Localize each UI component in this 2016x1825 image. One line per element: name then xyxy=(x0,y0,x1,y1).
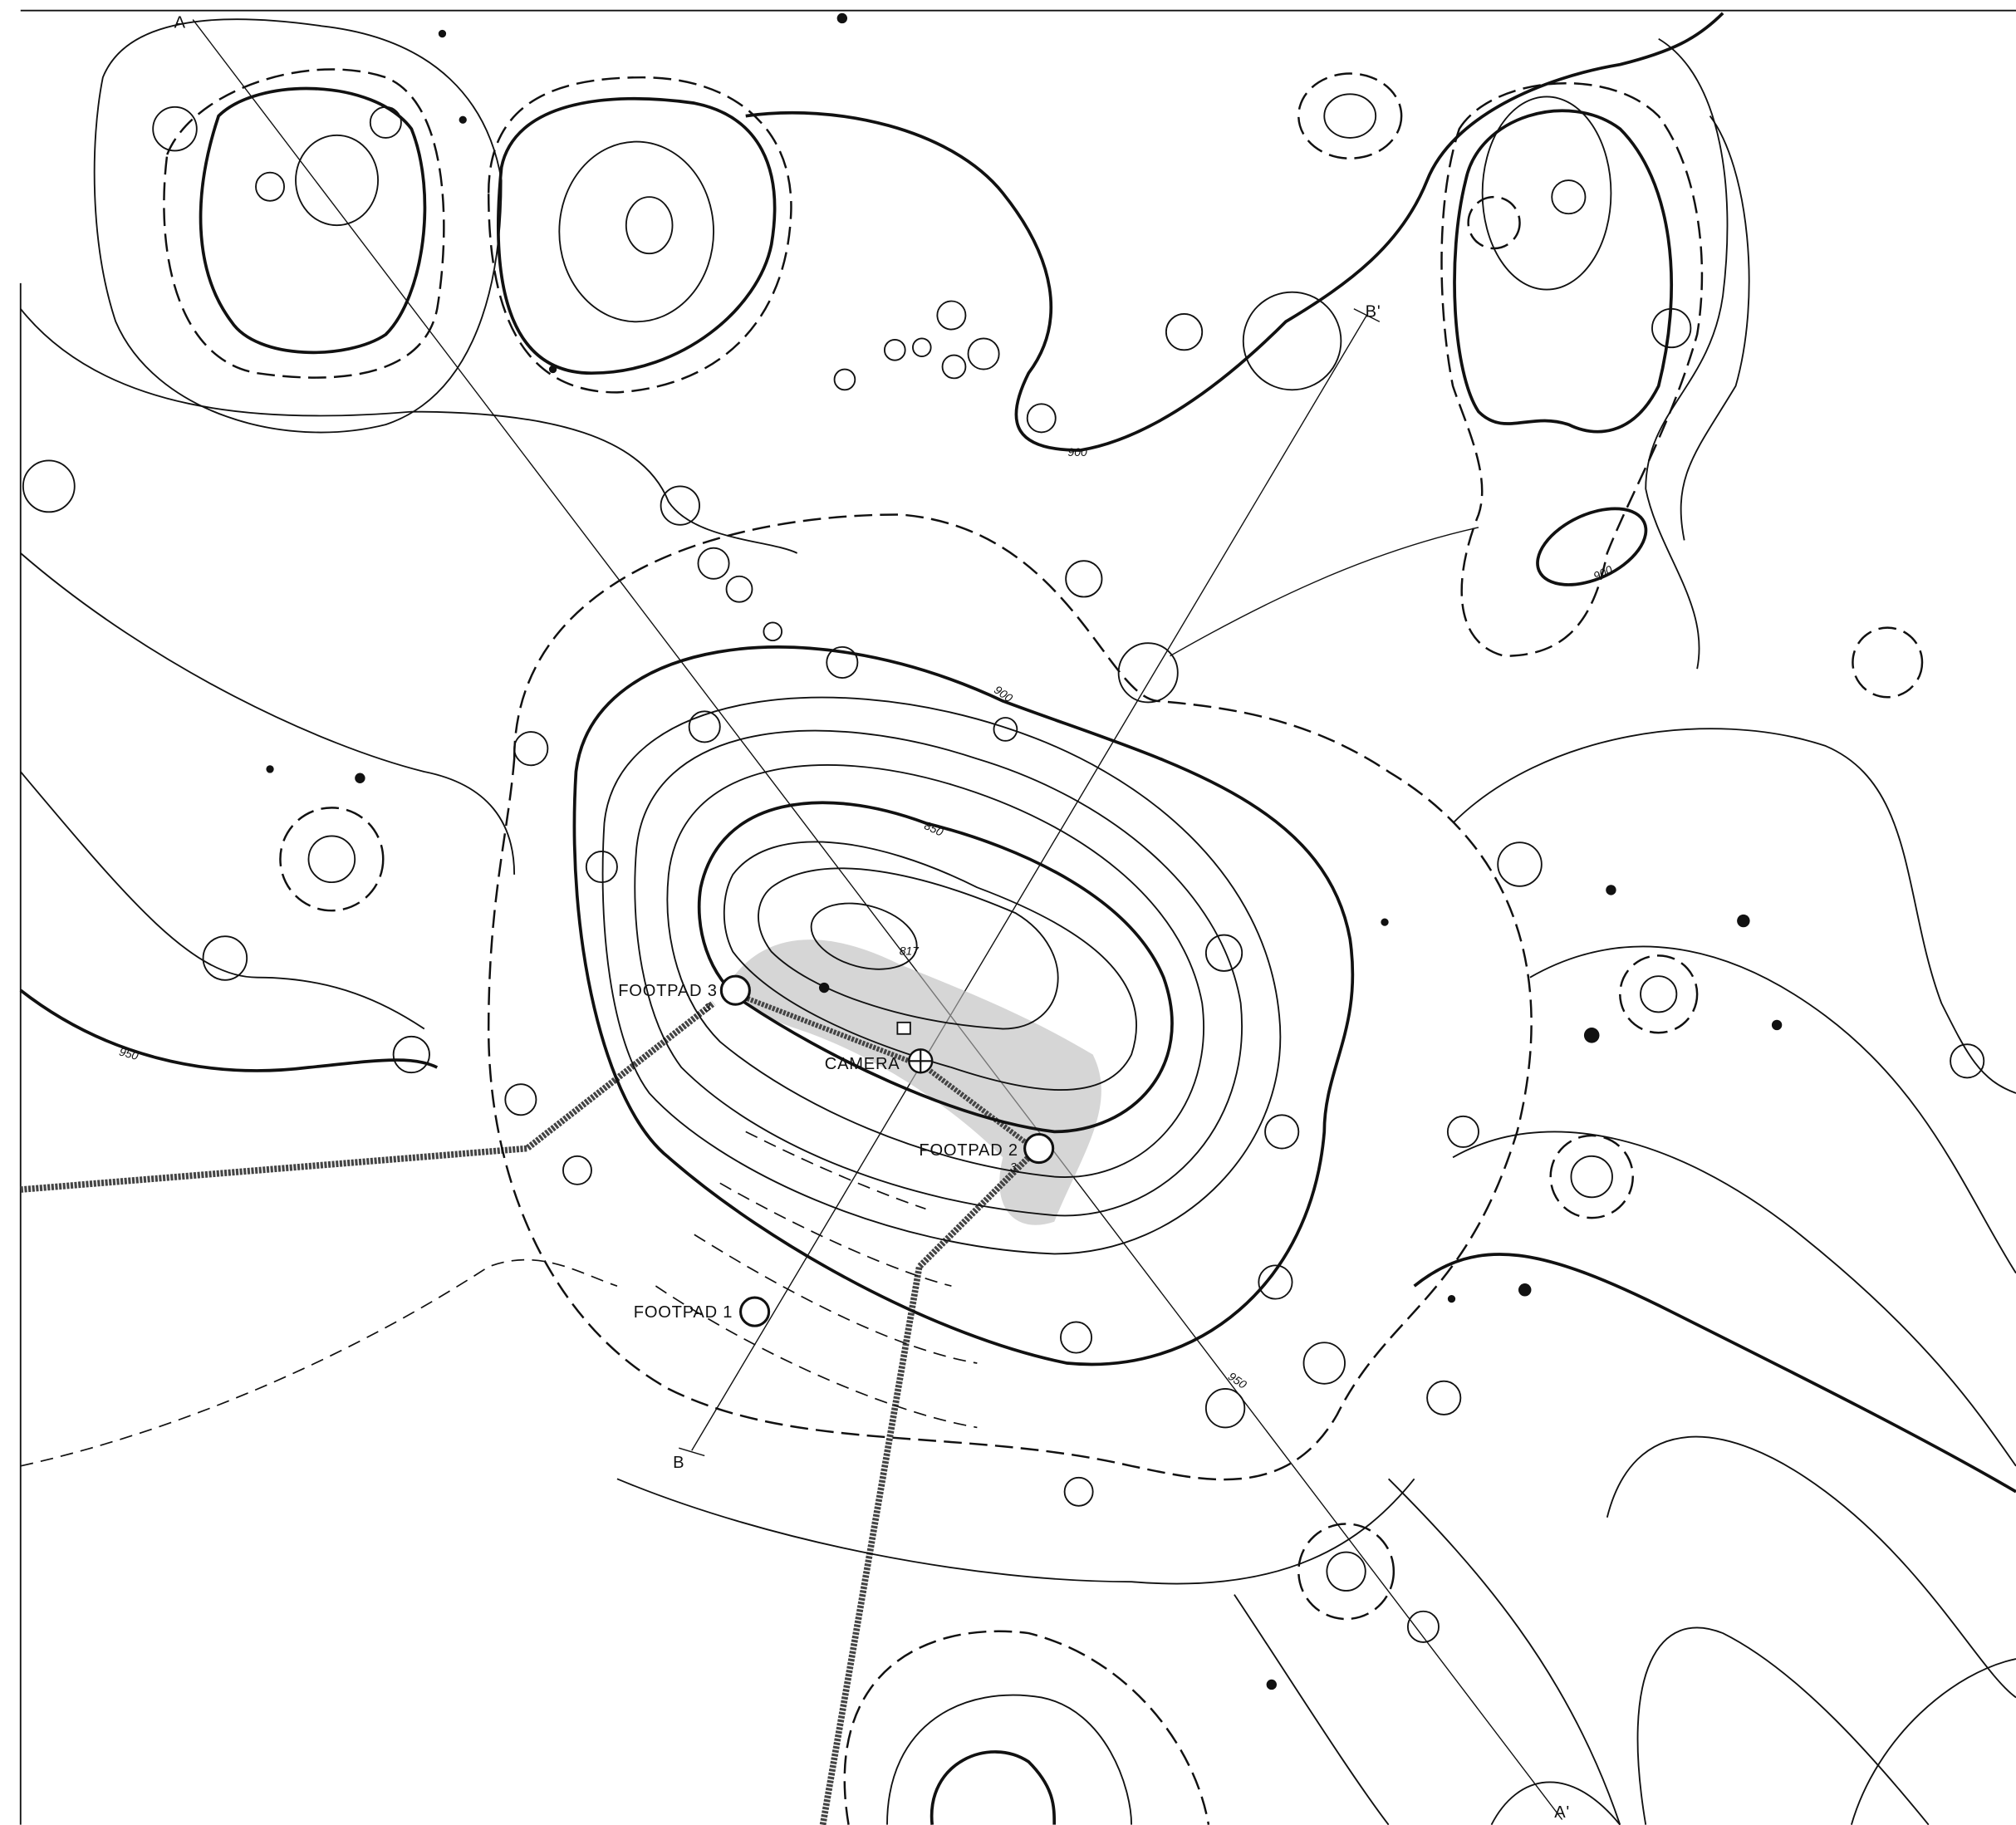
shaded-area xyxy=(733,939,1101,1225)
contour-label: 817 xyxy=(900,944,920,957)
northern-craters xyxy=(93,12,1924,699)
camera-marker xyxy=(896,1021,934,1074)
track xyxy=(20,1000,716,1193)
section-label: A' xyxy=(1554,1803,1570,1822)
contour-label: 900 xyxy=(1067,445,1086,459)
footpad-label: FOOTPAD 3 xyxy=(618,982,717,1000)
contours xyxy=(19,308,2016,1825)
footpad-number: 3 xyxy=(1010,1160,1017,1173)
footpad-2 xyxy=(1023,1132,1055,1165)
boulders xyxy=(266,12,1783,1690)
section-line-a xyxy=(192,19,1563,1820)
footpad-label: FOOTPAD 2 xyxy=(919,1141,1018,1160)
track xyxy=(819,1155,1032,1825)
section-line-b xyxy=(679,308,1381,1457)
footpad-3 xyxy=(719,974,751,1006)
footpad-number: 3 xyxy=(704,1001,710,1014)
footpad-1 xyxy=(739,1296,771,1327)
camera-label: CAMERA xyxy=(825,1055,900,1073)
map-frame xyxy=(19,9,2016,1825)
small-craters xyxy=(22,105,1985,1643)
section-label: B xyxy=(673,1454,684,1472)
section-label: B' xyxy=(1366,303,1381,321)
central-crater xyxy=(487,513,1533,1585)
contour-label: 950 xyxy=(118,1045,140,1063)
section-label: A xyxy=(174,13,186,32)
footpad-label: FOOTPAD 1 xyxy=(634,1303,733,1322)
